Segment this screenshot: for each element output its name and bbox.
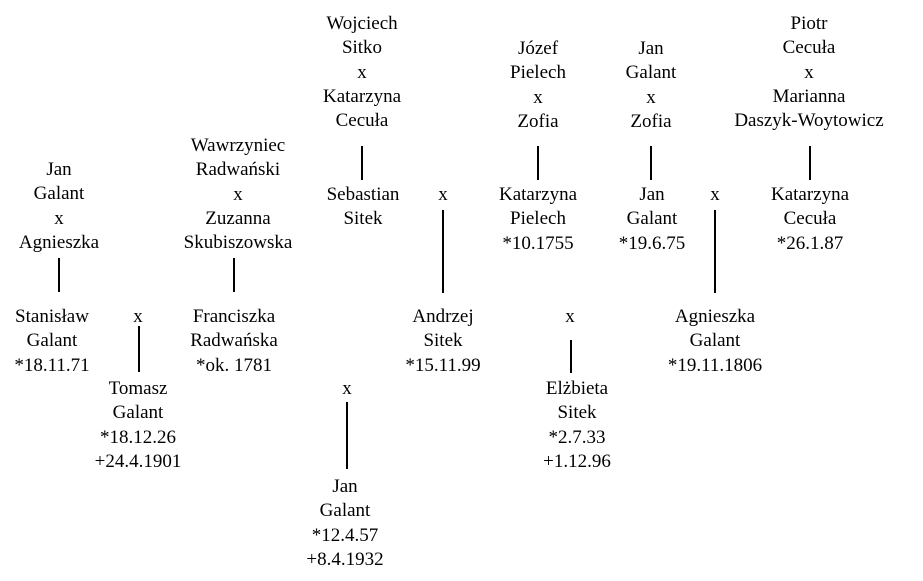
node-line: Katarzyna xyxy=(498,184,578,205)
node-line: x xyxy=(54,207,64,229)
node-line: Agnieszka xyxy=(674,306,756,327)
node-line: Jan xyxy=(639,184,665,205)
person-jan-galant-1775: Jan Galant *19.6.75 xyxy=(619,183,686,256)
node-line: Katarzyna xyxy=(770,184,850,205)
node-line: x xyxy=(357,61,367,83)
node-line: Marianna xyxy=(772,85,846,107)
node-line: *19.11.1806 xyxy=(667,354,763,376)
couple-jozef-pielech-zofia: Józef Pielech x Zofia xyxy=(510,37,566,134)
node-line: Wawrzyniec xyxy=(190,135,286,156)
node-line: *26.1.87 xyxy=(776,232,844,254)
node-line: Sitek xyxy=(557,402,597,424)
person-jan-galant-1857: Jan Galant *12.4.57 +8.4.1932 xyxy=(306,475,383,572)
marriage-mark: x xyxy=(438,184,448,205)
node-line: *18.12.26 xyxy=(100,426,176,448)
node-line: Jan xyxy=(638,38,664,59)
couple-jan-galant-agnieszka: Jan Galant x Agnieszka xyxy=(19,158,99,255)
person-elzbieta-sitek: Elżbieta Sitek *2.7.33 +1.12.96 xyxy=(543,377,611,474)
node-line: *2.7.33 xyxy=(548,426,606,448)
node-line: Daszyk-Woytowicz xyxy=(734,110,884,132)
connector-line xyxy=(809,146,811,180)
node-line: *19.6.75 xyxy=(618,232,686,254)
couple-piotr-cecula-marianna-daszyk: Piotr Cecuła x Marianna Daszyk-Woytowicz xyxy=(734,12,883,133)
marriage-mark: x xyxy=(565,306,575,327)
marriage-mark: x xyxy=(133,306,143,327)
node-line: Galant xyxy=(625,62,677,84)
node-line: +1.12.96 xyxy=(543,450,611,472)
node-line: *10.1755 xyxy=(502,232,574,254)
node-line: x xyxy=(804,61,814,83)
node-line: x xyxy=(533,86,543,108)
person-katarzyna-pielech: Katarzyna Pielech *10.1755 xyxy=(499,183,577,256)
node-line: Józef xyxy=(517,38,559,59)
person-tomasz-galant: Tomasz Galant *18.12.26 +24.4.1901 xyxy=(95,377,182,474)
connector-line xyxy=(537,146,539,180)
node-line: Radwańska xyxy=(190,330,278,352)
node-line: *12.4.57 xyxy=(311,524,379,546)
node-line: Andrzej xyxy=(412,306,474,327)
connector-line xyxy=(346,402,348,469)
couple-wojciech-sitko-katarzyna-cecula: Wojciech Sitko x Katarzyna Cecuła xyxy=(323,12,401,133)
node-line: Katarzyna xyxy=(322,85,402,107)
node-line: Tomasz xyxy=(108,378,168,399)
node-line: Elżbieta xyxy=(545,378,609,399)
node-line: Radwański xyxy=(195,159,281,181)
node-line: Jan xyxy=(46,159,72,180)
connector-line xyxy=(442,210,444,293)
node-line: Zuzanna xyxy=(205,207,271,229)
couple-jan-galant-zofia: Jan Galant x Zofia xyxy=(626,37,677,134)
node-line: Skubiszowska xyxy=(183,232,293,254)
node-line: Galant xyxy=(112,402,164,424)
person-katarzyna-cecula: Katarzyna Cecuła *26.1.87 xyxy=(771,183,849,256)
node-line: Sebastian xyxy=(326,184,400,205)
node-line: Jan xyxy=(332,476,358,497)
node-line: Cecuła xyxy=(335,110,389,132)
person-agnieszka-galant: Agnieszka Galant *19.11.1806 xyxy=(668,305,762,378)
node-line: x xyxy=(233,183,243,205)
node-line: Wojciech xyxy=(326,13,398,34)
person-franciszka-radwanska: Franciszka Radwańska *ok. 1781 xyxy=(190,305,278,378)
couple-wawrzyniec-radwanski-zuzanna-skubiszowska: Wawrzyniec Radwański x Zuzanna Skubiszow… xyxy=(184,134,293,255)
connector-line xyxy=(650,146,652,180)
node-line: Cecuła xyxy=(783,208,837,230)
node-line: Zofia xyxy=(630,110,672,132)
node-line: *18.11.71 xyxy=(14,354,90,376)
connector-line xyxy=(714,210,716,293)
connector-line xyxy=(361,146,363,180)
node-line: Pielech xyxy=(510,62,566,84)
node-line: *15.11.99 xyxy=(405,354,481,376)
marriage-mark: x xyxy=(710,184,720,205)
node-line: Pielech xyxy=(510,208,566,230)
node-line: Sitek xyxy=(423,330,463,352)
node-line: x xyxy=(646,86,656,108)
node-line: Stanisław xyxy=(15,306,89,327)
node-line: Piotr xyxy=(790,13,828,34)
marriage-mark: x xyxy=(342,378,352,399)
node-line: *ok. 1781 xyxy=(196,354,272,376)
connector-line xyxy=(58,258,60,292)
node-line: Galant xyxy=(319,500,371,522)
connector-line xyxy=(233,258,235,292)
node-line: Galant xyxy=(689,330,741,352)
person-stanislaw-galant: Stanisław Galant *18.11.71 xyxy=(14,305,89,378)
node-line: +24.4.1901 xyxy=(94,450,182,472)
node-line: Franciszka xyxy=(192,306,276,327)
node-line: Cecuła xyxy=(782,37,836,59)
node-line: Zofia xyxy=(517,110,559,132)
node-line: Sitko xyxy=(341,37,383,59)
node-line: Galant xyxy=(26,330,78,352)
node-line: Galant xyxy=(626,208,678,230)
person-sebastian-sitek: Sebastian Sitek xyxy=(327,183,400,232)
node-line: +8.4.1932 xyxy=(306,548,384,570)
person-andrzej-sitek: Andrzej Sitek *15.11.99 xyxy=(405,305,480,378)
connector-line xyxy=(138,326,140,372)
node-line: Sitek xyxy=(343,208,383,230)
node-line: Galant xyxy=(33,183,85,205)
connector-line xyxy=(570,340,572,373)
node-line: Agnieszka xyxy=(18,231,100,253)
